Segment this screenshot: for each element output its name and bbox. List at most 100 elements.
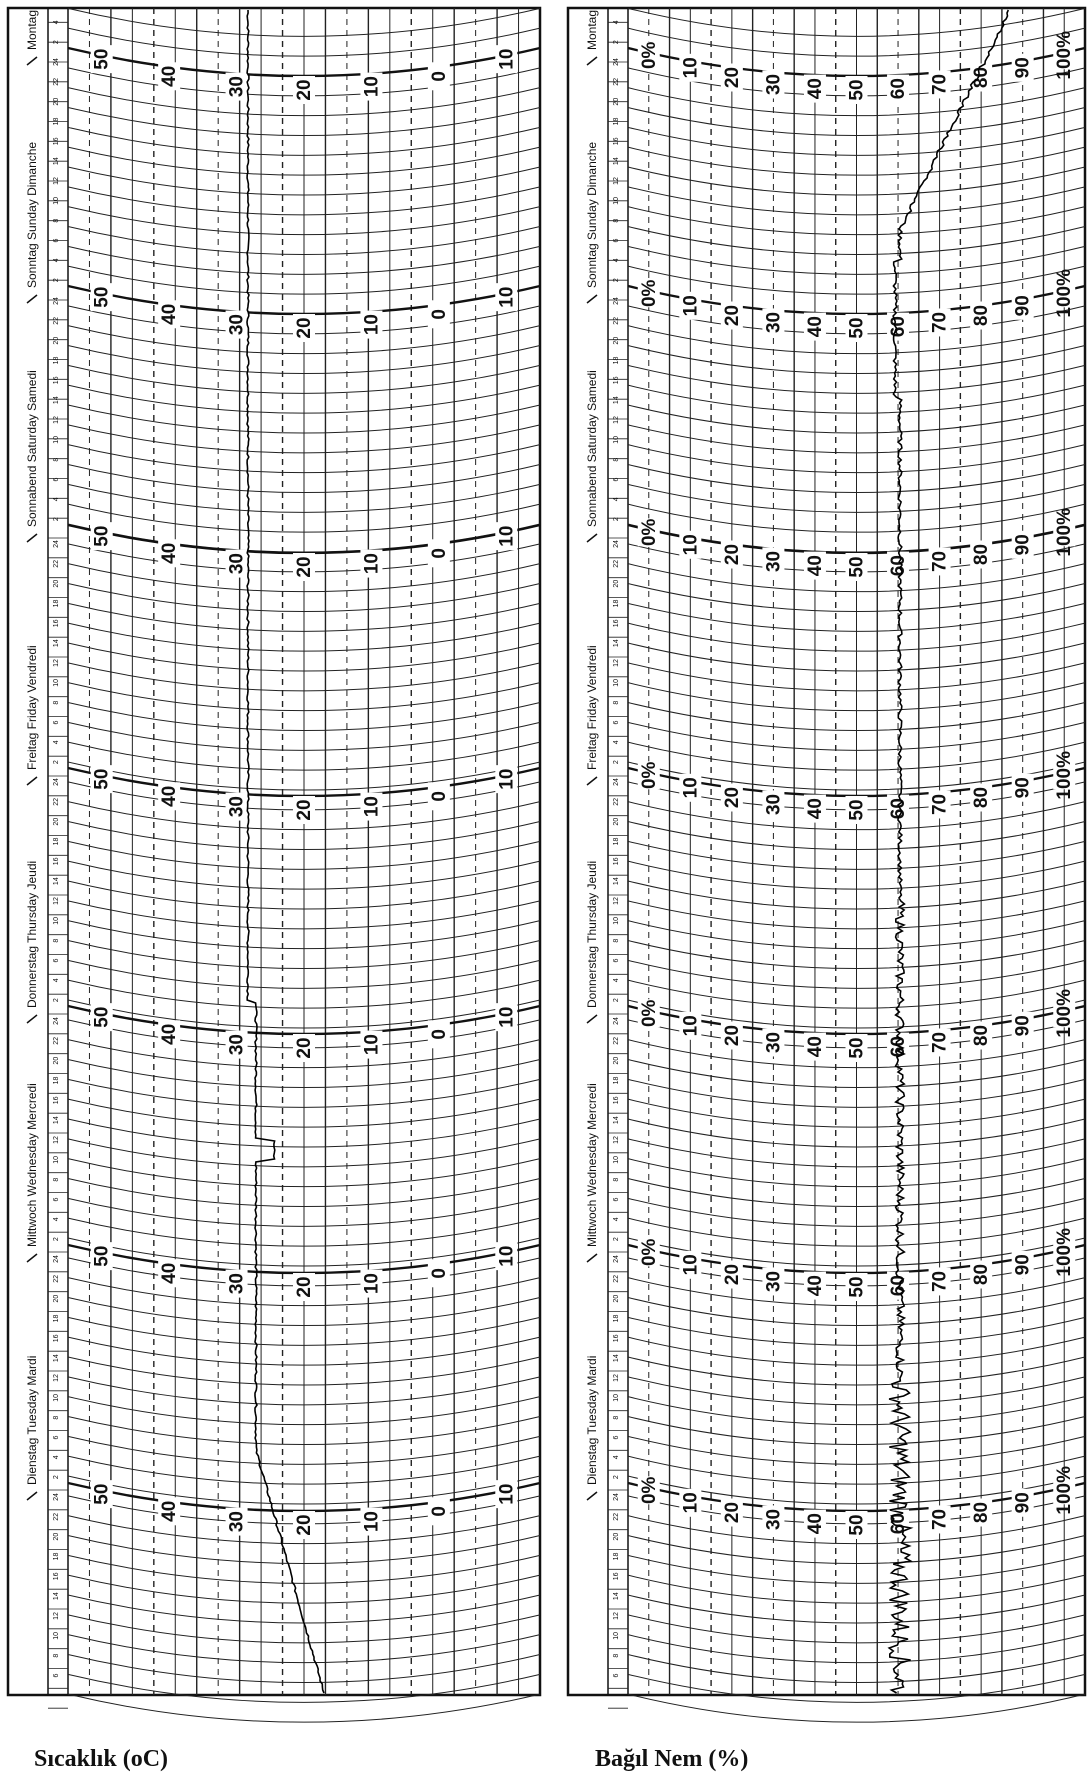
day-label: Freitag Friday Vendredi <box>25 645 39 770</box>
scale-label: 10 <box>361 1511 382 1532</box>
hour-label: 20 <box>53 337 60 345</box>
hour-label: 16 <box>613 619 620 627</box>
hour-label: 20 <box>613 1057 620 1065</box>
day-label: Freitag Friday Vendredi <box>585 645 599 770</box>
hour-label: 10 <box>613 917 620 925</box>
hour-label: 8 <box>613 701 620 705</box>
scale-label: 30 <box>227 553 248 574</box>
scale-label: 10 <box>496 526 517 547</box>
scale-label: 10 <box>680 534 701 555</box>
hour-label: 4 <box>613 740 620 744</box>
hour-label: 20 <box>613 98 620 106</box>
scale-label: 60 <box>888 316 909 337</box>
hour-label: 14 <box>613 396 620 404</box>
hour-label: 18 <box>53 1315 60 1323</box>
hour-label: 6 <box>613 1197 620 1201</box>
hour-label: 2 <box>613 1475 620 1479</box>
hour-label: 22 <box>53 560 60 568</box>
day-label: Sonnabend Saturday Samedi <box>25 370 39 527</box>
hour-label: 6 <box>53 238 60 242</box>
hour-label: 18 <box>53 600 60 608</box>
hour-label: 14 <box>53 396 60 404</box>
scale-label: 10 <box>361 314 382 335</box>
hour-label: 10 <box>53 197 60 205</box>
hour-label: 22 <box>613 1513 620 1521</box>
scale-label: 80 <box>971 305 992 326</box>
day-label: Donnerstag Thursday Jeudi <box>585 861 599 1008</box>
hour-label: 4 <box>613 497 620 501</box>
scale-label: 40 <box>159 1024 180 1045</box>
scale-label: 50 <box>92 1484 113 1505</box>
scale-label: 50 <box>847 79 868 100</box>
scale-label: 10 <box>680 57 701 78</box>
hour-label: 18 <box>53 1077 60 1085</box>
page: 2424681012141618202224246810121416182022… <box>0 0 1089 1783</box>
scale-label: 0 <box>429 309 450 320</box>
scale-label: 30 <box>227 314 248 335</box>
scale-label: 20 <box>722 1025 743 1046</box>
scale-label: 80 <box>971 1502 992 1523</box>
hour-label: 20 <box>613 1533 620 1541</box>
scale-label: 70 <box>930 794 951 815</box>
scale-label: 70 <box>930 551 951 572</box>
hour-label: 24 <box>613 1493 620 1501</box>
hour-label: 4 <box>613 1217 620 1221</box>
scale-label: 20 <box>722 544 743 565</box>
hour-label: 2 <box>613 517 620 521</box>
scale-label: 40 <box>159 1263 180 1284</box>
scale-label: 100% <box>1054 31 1075 80</box>
scale-label: 10 <box>496 287 517 308</box>
hour-label: 24 <box>613 1017 620 1025</box>
hour-label: 2 <box>53 1237 60 1241</box>
day-label: Sonnabend Saturday Samedi <box>585 370 599 527</box>
hour-label: 8 <box>613 1654 620 1658</box>
hour-label: 22 <box>613 1275 620 1283</box>
hour-label: 4 <box>53 1455 60 1459</box>
hour-label: 4 <box>613 978 620 982</box>
scale-label: 100% <box>1054 1228 1075 1277</box>
hour-label: 24 <box>53 1493 60 1501</box>
hour-label: 24 <box>613 778 620 786</box>
hour-label: 12 <box>613 416 620 424</box>
hour-label: 16 <box>53 619 60 627</box>
hour-label: 2 <box>613 40 620 44</box>
hour-label: 6 <box>613 238 620 242</box>
scale-label: 20 <box>294 1514 315 1535</box>
hour-label: 24 <box>53 1255 60 1263</box>
hour-label: 22 <box>53 1513 60 1521</box>
scale-label: 50 <box>92 49 113 70</box>
scale-label: 10 <box>680 1492 701 1513</box>
hour-label: 16 <box>53 376 60 384</box>
hour-label: 8 <box>53 1654 60 1658</box>
hour-label: 22 <box>613 317 620 325</box>
scale-label: 0% <box>639 1238 660 1266</box>
hour-label: 18 <box>613 838 620 846</box>
hour-label: 20 <box>613 1295 620 1303</box>
hour-label: 14 <box>53 1116 60 1124</box>
temperature-caption: Sıcaklık (oC) <box>34 1746 168 1772</box>
hour-label: 16 <box>53 1572 60 1580</box>
hour-label: 2 <box>613 1237 620 1241</box>
hour-label: 22 <box>53 798 60 806</box>
hour-label: 16 <box>53 1096 60 1104</box>
scale-label: 90 <box>1013 1492 1034 1513</box>
hour-label: 8 <box>613 939 620 943</box>
hour-label: 18 <box>53 1553 60 1561</box>
scale-label: 40 <box>159 1501 180 1522</box>
day-label: Mittwoch Wednesday Mercredi <box>25 1083 39 1247</box>
scale-label: 60 <box>888 555 909 576</box>
scale-label: 10 <box>496 49 517 70</box>
hour-label: 12 <box>53 1136 60 1144</box>
scale-label: 30 <box>763 794 784 815</box>
scale-label: 40 <box>805 555 826 576</box>
hour-label: 22 <box>53 1037 60 1045</box>
scale-label: 20 <box>294 556 315 577</box>
scale-label: 30 <box>227 1034 248 1055</box>
hour-label: 22 <box>613 78 620 86</box>
hour-label: 10 <box>613 197 620 205</box>
scale-label: 40 <box>805 316 826 337</box>
scale-label: 30 <box>763 74 784 95</box>
hour-label: 18 <box>53 118 60 126</box>
scale-label: 70 <box>930 1509 951 1530</box>
hour-label: 22 <box>613 560 620 568</box>
